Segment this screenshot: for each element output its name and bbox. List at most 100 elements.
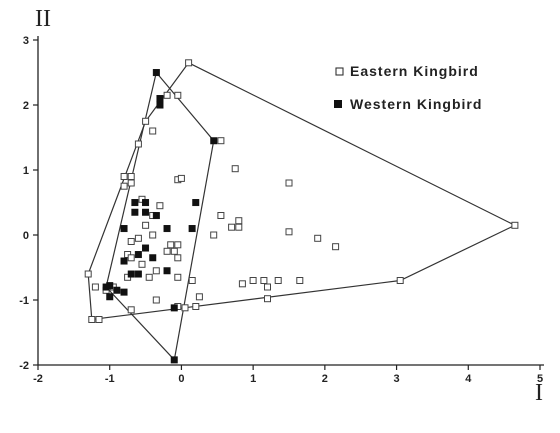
eastern-point-8 xyxy=(127,173,135,180)
eastern-point-20 xyxy=(142,221,150,229)
eastern-point-60 xyxy=(192,303,200,310)
western-point-7 xyxy=(131,208,139,216)
axis-layer: -2 -1 0 1 2 3 4 5 -2 -1 0 1 2 3 xyxy=(19,35,544,385)
eastern-point-10 xyxy=(120,182,128,190)
western-point-14 xyxy=(134,251,142,259)
eastern-point-56 xyxy=(127,306,135,314)
eastern-point-32 xyxy=(163,247,171,255)
eastern-point-7 xyxy=(120,173,128,180)
eastern-point-39 xyxy=(145,273,153,281)
western-point-18 xyxy=(134,270,142,278)
western-point-11 xyxy=(188,225,196,233)
western-point-3 xyxy=(210,137,218,145)
eastern-point-29 xyxy=(167,241,175,249)
eastern-point-36 xyxy=(138,260,146,268)
eastern-point-9 xyxy=(127,179,135,187)
x-tick-label-2: 0 xyxy=(178,373,184,385)
western-point-16 xyxy=(149,254,157,262)
eastern-point-51 xyxy=(91,283,99,291)
eastern-point-37 xyxy=(152,267,160,275)
x-tick-label-4: 2 xyxy=(322,373,328,385)
eastern-point-57 xyxy=(152,296,160,304)
eastern-point-47 xyxy=(296,277,304,284)
eastern-point-1 xyxy=(163,91,171,99)
eastern-point-62 xyxy=(264,295,271,303)
western-point-13 xyxy=(142,244,150,252)
western-point-12 xyxy=(192,199,200,207)
eastern-point-48 xyxy=(396,277,404,284)
eastern-point-44 xyxy=(260,277,268,284)
western-point-1 xyxy=(156,95,164,103)
y-axis-title: II xyxy=(35,6,51,32)
y-tick-label-5: 3 xyxy=(23,35,29,47)
western-point-19 xyxy=(163,267,171,275)
western-point-21 xyxy=(102,283,110,291)
eastern-point-35 xyxy=(127,254,135,262)
eastern-point-5 xyxy=(134,140,142,148)
western-point-23 xyxy=(106,293,114,301)
eastern-point-61 xyxy=(195,293,203,301)
western-point-4 xyxy=(131,199,139,207)
western-point-24 xyxy=(120,288,128,296)
x-tick-label-6: 4 xyxy=(465,373,472,385)
eastern-point-16 xyxy=(156,202,164,210)
legend-marker-eastern xyxy=(335,67,344,76)
western-point-8 xyxy=(152,212,160,220)
legend: Eastern Kingbird Western Kingbird xyxy=(334,63,482,112)
eastern-point-14 xyxy=(285,179,293,187)
eastern-point-19 xyxy=(235,217,243,225)
legend-marker-western xyxy=(334,100,342,108)
eastern-point-27 xyxy=(134,234,142,242)
western-point-6 xyxy=(142,208,150,216)
eastern-point-63 xyxy=(174,273,182,281)
eastern-point-46 xyxy=(274,277,282,284)
x-tick-label-7: 5 xyxy=(537,373,543,385)
x-tick-label-1: -1 xyxy=(105,373,115,385)
eastern-point-28 xyxy=(127,238,135,245)
x-axis-title: I xyxy=(535,380,543,406)
western-point-2 xyxy=(156,101,164,109)
point-layer xyxy=(84,59,519,364)
hull-western-kingbird xyxy=(105,71,215,362)
y-tick-label-0: -2 xyxy=(19,360,29,372)
eastern-point-31 xyxy=(170,247,178,255)
y-tick-label-1: -1 xyxy=(19,295,29,307)
eastern-point-53 xyxy=(95,316,103,323)
western-point-9 xyxy=(163,225,171,233)
eastern-point-2 xyxy=(174,91,182,99)
western-point-22 xyxy=(113,286,121,294)
eastern-point-50 xyxy=(84,270,92,278)
x-tick-label-3: 1 xyxy=(250,373,256,385)
eastern-point-13 xyxy=(231,165,239,173)
eastern-point-41 xyxy=(188,277,196,284)
eastern-point-52 xyxy=(88,316,96,323)
y-tick-label-2: 0 xyxy=(23,230,29,242)
eastern-point-43 xyxy=(249,277,257,284)
western-point-10 xyxy=(120,225,128,233)
x-tick-label-0: -2 xyxy=(33,373,43,385)
western-point-5 xyxy=(142,199,150,207)
eastern-point-24 xyxy=(149,231,157,239)
eastern-point-42 xyxy=(238,280,246,288)
x-tick-label-5: 3 xyxy=(394,373,400,385)
eastern-point-21 xyxy=(235,223,243,231)
eastern-point-38 xyxy=(174,254,182,262)
eastern-point-45 xyxy=(264,283,271,291)
eastern-point-18 xyxy=(217,212,225,219)
eastern-point-22 xyxy=(228,223,236,231)
eastern-point-49 xyxy=(511,221,519,229)
western-point-15 xyxy=(120,257,128,265)
eastern-point-26 xyxy=(314,234,322,242)
eastern-point-59 xyxy=(181,304,189,312)
eastern-point-33 xyxy=(332,243,340,251)
eastern-point-6 xyxy=(217,137,225,145)
legend-label-western: Western Kingbird xyxy=(350,96,482,112)
eastern-point-23 xyxy=(285,228,293,236)
western-point-0 xyxy=(152,69,160,77)
western-point-26 xyxy=(170,356,178,364)
y-tick-label-4: 2 xyxy=(23,100,29,112)
western-point-17 xyxy=(127,270,135,278)
legend-label-eastern: Eastern Kingbird xyxy=(350,63,479,79)
eastern-point-30 xyxy=(174,241,182,249)
